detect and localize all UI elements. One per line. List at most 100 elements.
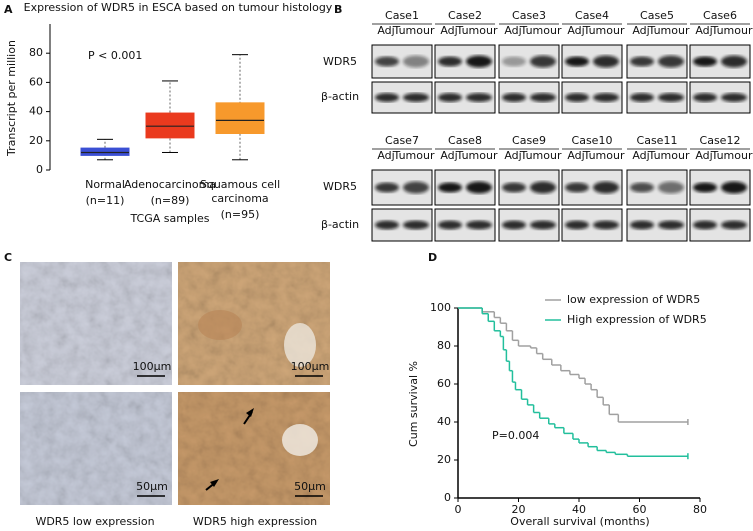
y-tick-label: 0 [444, 491, 451, 504]
blot-row-label: WDR5 [323, 180, 357, 193]
lane-label: Tumour [711, 149, 753, 162]
blot-band [375, 93, 399, 102]
blot-band [593, 55, 619, 68]
blot-band [658, 181, 684, 194]
case-label: Case11 [637, 134, 678, 147]
lane-label: Tumour [648, 24, 690, 37]
lane-label: Tumour [393, 24, 435, 37]
blot-band [530, 55, 556, 68]
legend-label: low expression of WDR5 [567, 293, 700, 306]
y-tick-label: 20 [437, 453, 451, 466]
y-axis-label: Cum survival % [407, 361, 420, 447]
y-tick-label: 40 [437, 415, 451, 428]
case-label: Case12 [700, 134, 741, 147]
y-tick-label: 60 [29, 75, 43, 88]
blot-band [502, 56, 526, 67]
ihc-image [20, 262, 172, 385]
blot-band [502, 182, 526, 193]
box [80, 147, 130, 156]
x-tick-label: 40 [572, 503, 586, 516]
y-tick-label: 100 [430, 301, 451, 314]
sample-count: (n=11) [85, 194, 125, 207]
x-axis-label: TCGA samples [129, 212, 209, 225]
lane-label: Tumour [711, 24, 753, 37]
blot-band [630, 56, 654, 67]
x-axis-label: Overall survival (months) [510, 515, 649, 528]
lane-label: Adj [567, 24, 584, 37]
case-label: Case1 [385, 9, 419, 22]
ihc-caption: WDR5 high expression [193, 515, 317, 528]
blot-band [530, 220, 556, 230]
lane-label: Adj [504, 24, 521, 37]
blot-band [593, 181, 619, 194]
case-label: Case9 [512, 134, 546, 147]
lane-label: Tumour [583, 24, 625, 37]
lane-label: Adj [567, 149, 584, 162]
box [145, 112, 195, 139]
case-label: Case3 [512, 9, 546, 22]
scale-label: 100μm [291, 360, 330, 373]
lane-label: Tumour [520, 24, 562, 37]
sample-count: (n=89) [150, 194, 190, 207]
blot-band [658, 220, 684, 230]
case-label: Case8 [448, 134, 482, 147]
blot-band [721, 93, 747, 102]
scale-label: 50μm [294, 480, 326, 493]
blot-band [630, 220, 654, 230]
blot-band [375, 182, 399, 193]
case-label: Case5 [640, 9, 674, 22]
lane-label: Adj [632, 24, 649, 37]
blot-band [530, 93, 556, 102]
x-tick-label: 20 [512, 503, 526, 516]
legend-label: High expression of WDR5 [567, 313, 707, 326]
blot-band [403, 55, 429, 68]
annotation: P=0.004 [492, 429, 539, 442]
lane-label: Adj [440, 149, 457, 162]
y-axis-label: Transcript per million [5, 40, 18, 157]
blot-band [658, 93, 684, 102]
y-tick-label: 0 [36, 163, 43, 176]
case-label: Case10 [572, 134, 613, 147]
blot-band [438, 182, 462, 193]
panel-letter: A [4, 3, 13, 16]
y-tick-label: 80 [437, 339, 451, 352]
y-tick-label: 20 [29, 134, 43, 147]
panel-letter: C [4, 251, 12, 264]
lane-label: Adj [440, 24, 457, 37]
blot-band [438, 220, 462, 230]
lane-label: Adj [632, 149, 649, 162]
x-tick-label: 60 [633, 503, 647, 516]
blot-row-label: WDR5 [323, 55, 357, 68]
blot-band [565, 56, 589, 67]
ihc-image [20, 392, 172, 505]
x-tick-label: Squamous cell carcinoma [199, 178, 281, 205]
blot-band [502, 93, 526, 102]
lane-label: Adj [695, 149, 712, 162]
x-tick-label: 0 [455, 503, 462, 516]
blot-band [403, 93, 429, 102]
blot-band [630, 182, 654, 193]
lane-label: Tumour [648, 149, 690, 162]
tissue-lumen [284, 323, 316, 367]
blot-row-label: β-actin [321, 218, 359, 231]
blot-band [593, 220, 619, 230]
lane-label: Adj [377, 149, 394, 162]
arrow-head [246, 408, 254, 417]
scale-label: 50μm [136, 480, 168, 493]
blot-band [530, 181, 556, 194]
blot-band [658, 55, 684, 68]
panel-letter: D [428, 251, 437, 264]
lane-label: Tumour [393, 149, 435, 162]
blot-row-label: β-actin [321, 90, 359, 103]
blot-band [721, 181, 747, 194]
lane-label: Adj [695, 24, 712, 37]
lane-label: Tumour [456, 149, 498, 162]
case-label: Case2 [448, 9, 482, 22]
sample-count: (n=95) [220, 208, 260, 221]
blot-band [375, 220, 399, 230]
lane-label: Adj [504, 149, 521, 162]
lane-label: Tumour [456, 24, 498, 37]
blot-band [721, 55, 747, 68]
